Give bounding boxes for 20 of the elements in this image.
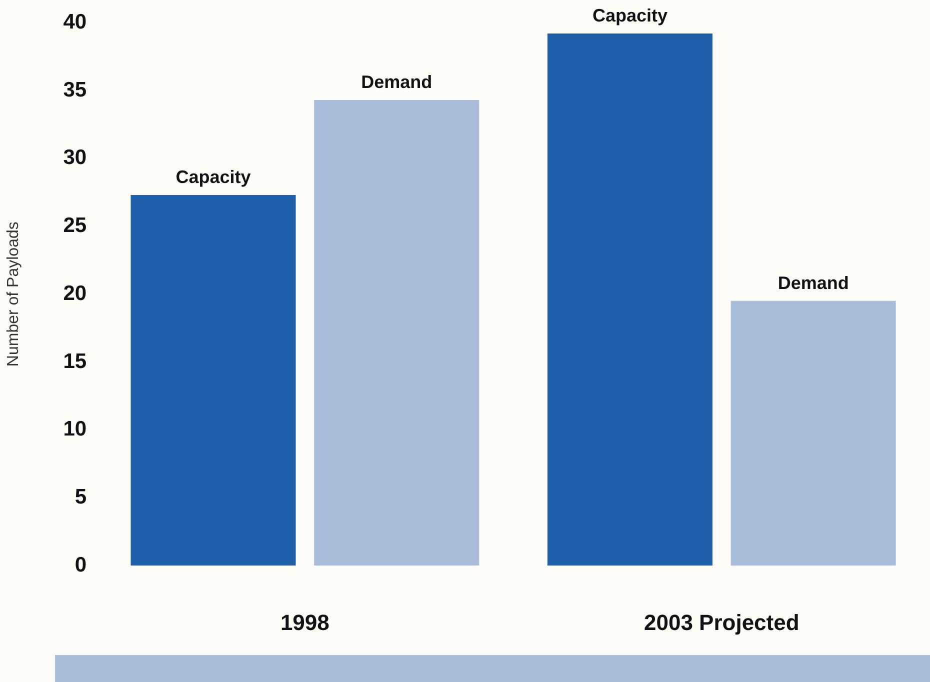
bar: [730, 300, 896, 566]
y-axis-title: Number of Payloads: [5, 222, 22, 367]
series-label: Demand: [778, 272, 849, 293]
y-tick-label: 5: [74, 486, 87, 509]
y-tick-label: 15: [63, 350, 87, 373]
y-tick-label: 10: [63, 418, 87, 441]
x-tick-label: 2003 Projected: [644, 610, 800, 635]
bar: [314, 100, 480, 566]
y-tick-label: 25: [63, 214, 87, 238]
text: Capacity: [176, 166, 251, 187]
text: Demand: [361, 72, 432, 92]
y-tick-label: 35: [63, 78, 87, 102]
bar: [547, 33, 712, 566]
y-tick-label: 20: [63, 282, 87, 305]
y-tick-label: 0: [74, 553, 87, 576]
x-tick-label: 1998: [280, 610, 330, 635]
y-tick-label: 40: [63, 10, 87, 34]
bar: [130, 195, 296, 566]
y-tick-label: 30: [63, 146, 87, 170]
series-label: Capacity: [592, 5, 668, 26]
